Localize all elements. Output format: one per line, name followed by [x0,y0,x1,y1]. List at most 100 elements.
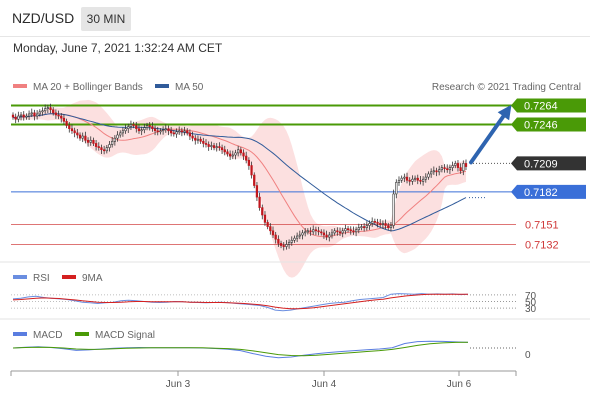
candle-body [395,182,398,195]
candle-body [253,174,256,186]
currency-pair-title: NZD/USD [12,10,75,26]
candle-body [215,146,218,148]
bollinger-band-area [13,99,466,278]
candle-body [119,132,122,136]
candle-body [103,149,106,152]
candle-body [145,125,149,128]
candle-body [137,128,141,132]
macd-zero-label: 0 [525,350,531,361]
candle-body [376,222,379,224]
candle-body [172,132,175,135]
candle-body [223,149,226,153]
candle-body [76,132,79,136]
level-label-0.7132: 0.7132 [525,239,559,251]
candle-body [263,214,267,223]
candle-body [86,139,90,143]
candle-body [430,171,433,175]
candle-body [387,225,390,228]
x-tick-label-jun-3: Jun 3 [166,379,191,390]
candle-body [328,234,331,238]
candle-body [282,245,285,247]
candle-body [330,232,334,236]
candle-body [440,167,444,171]
candle-body [186,130,189,134]
macd-legend-label: MACD [33,330,62,341]
candle-body [228,153,232,157]
chart-header: NZD/USD 30 MIN [0,0,590,36]
candle-body [218,146,221,148]
candle-body [368,223,371,226]
candle-body [167,128,170,132]
ma50-legend-label: MA 50 [175,82,204,93]
candle-body [81,135,84,139]
rsi-ma-legend-swatch [62,275,76,279]
candle-body [384,223,387,226]
candle-body [392,193,395,226]
candle-body [38,111,41,115]
candle-body [354,229,358,233]
candle-body [44,108,47,112]
candle-body [113,137,116,142]
candle-body [322,232,326,236]
macd-legend-swatch [13,332,27,336]
ma20-legend-label: MA 20 + Bollinger Bands [33,82,143,93]
rsi-line [12,293,469,312]
candle-body [338,231,342,234]
rsi-ma-line [12,293,468,310]
candle-body [271,230,275,236]
candle-body [84,135,87,141]
candlesticks [11,103,468,251]
candle-body [333,230,336,234]
candle-body [341,230,344,234]
candle-body [274,234,277,240]
candle-body [349,229,352,232]
candle-body [443,167,446,169]
candle-body [212,145,216,148]
candle-body [170,130,173,134]
candle-body [245,155,248,161]
candle-body [381,223,385,225]
candle-body [277,238,280,244]
candle-body [54,112,58,116]
candle-body [314,229,318,232]
candle-body [325,234,328,238]
candle-body [438,169,441,173]
candle-body [419,179,422,182]
level-label-0.7151: 0.7151 [525,219,559,231]
rsi-level-label-30: 30 [525,304,537,315]
candle-body [73,130,76,134]
candle-body [279,243,283,246]
candle-body [309,230,312,233]
candle-body [255,185,259,198]
chart-datetime: Monday, June 7, 2021 1:32:24 AM CET [13,41,223,55]
candle-body [183,130,186,133]
timeframe-button[interactable]: 30 MIN [81,7,131,31]
candle-body [304,231,307,234]
candle-body [188,132,192,137]
bollinger-bands [13,99,466,278]
candle-body [451,165,454,168]
candle-body [285,244,288,247]
candle-body [132,124,135,126]
candle-body [320,231,323,234]
candle-body [105,147,108,152]
candle-body [210,145,213,147]
macd-plot: 0 [12,340,531,361]
candle-body [261,207,264,216]
candle-body [22,114,25,118]
header-divider [0,36,590,37]
candle-body [462,163,465,172]
candle-body [151,126,154,129]
candle-body [116,134,119,139]
candle-body [159,130,162,133]
candle-body [70,128,74,132]
level-tag-0.7182 [511,184,586,199]
candle-body [411,178,414,182]
candle-body [435,170,438,173]
candle-body [269,226,272,232]
candle-body [373,221,376,223]
candle-body [140,129,143,132]
candle-body [456,163,460,168]
rsi-legend-label: RSI [33,273,50,284]
candle-body [178,130,181,133]
